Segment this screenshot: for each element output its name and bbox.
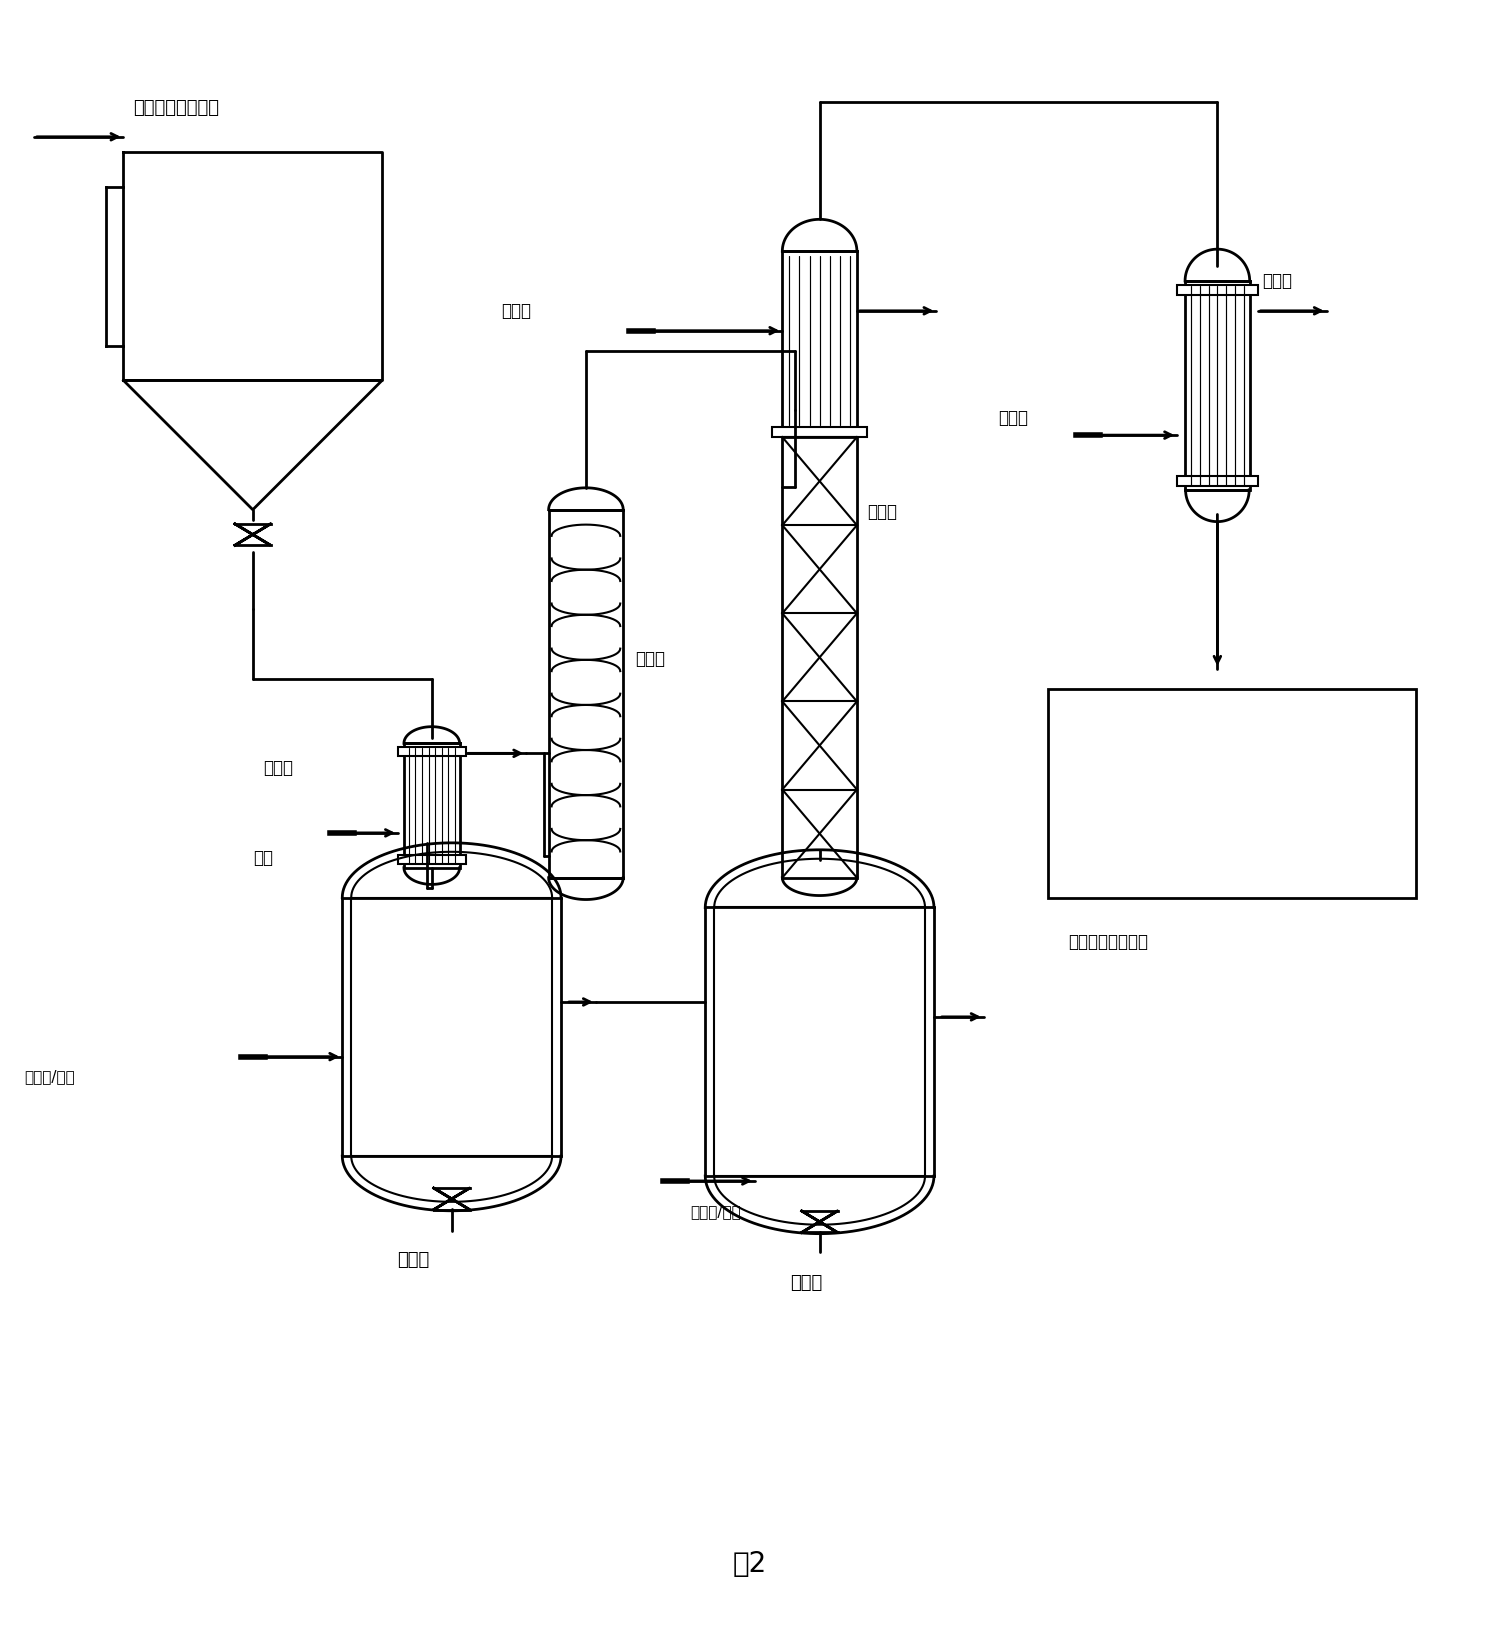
Bar [398, 855, 465, 864]
Bar [1178, 475, 1257, 485]
Bar [398, 747, 465, 757]
Text: 精馏釜: 精馏釜 [790, 1275, 822, 1293]
Text: 双环戊二烯高位槽: 双环戊二烯高位槽 [134, 99, 219, 117]
Bar [1178, 285, 1257, 295]
Bar [404, 744, 459, 868]
Text: 电阻丝: 电阻丝 [636, 650, 666, 667]
Bar [1048, 689, 1416, 897]
Text: 精馏塔: 精馏塔 [867, 503, 897, 521]
Text: 蒸汽: 蒸汽 [254, 848, 273, 866]
Bar [1185, 282, 1250, 490]
Text: 换热器: 换热器 [262, 759, 292, 777]
Bar [549, 510, 622, 877]
Bar [772, 427, 867, 436]
Text: 导热油/蒸汽: 导热油/蒸汽 [24, 1070, 75, 1084]
Text: 汽化釜: 汽化釜 [398, 1252, 429, 1270]
Text: 冷凝器: 冷凝器 [1262, 272, 1292, 290]
Text: 冷却水: 冷却水 [501, 301, 531, 319]
Text: 单环戊二烯接收槽: 单环戊二烯接收槽 [1068, 933, 1148, 951]
Bar [783, 436, 856, 877]
Text: 图2: 图2 [734, 1550, 766, 1578]
Text: 导热油/蒸汽: 导热油/蒸汽 [690, 1203, 741, 1219]
Text: 冷却水: 冷却水 [999, 409, 1029, 427]
Bar [783, 251, 856, 430]
